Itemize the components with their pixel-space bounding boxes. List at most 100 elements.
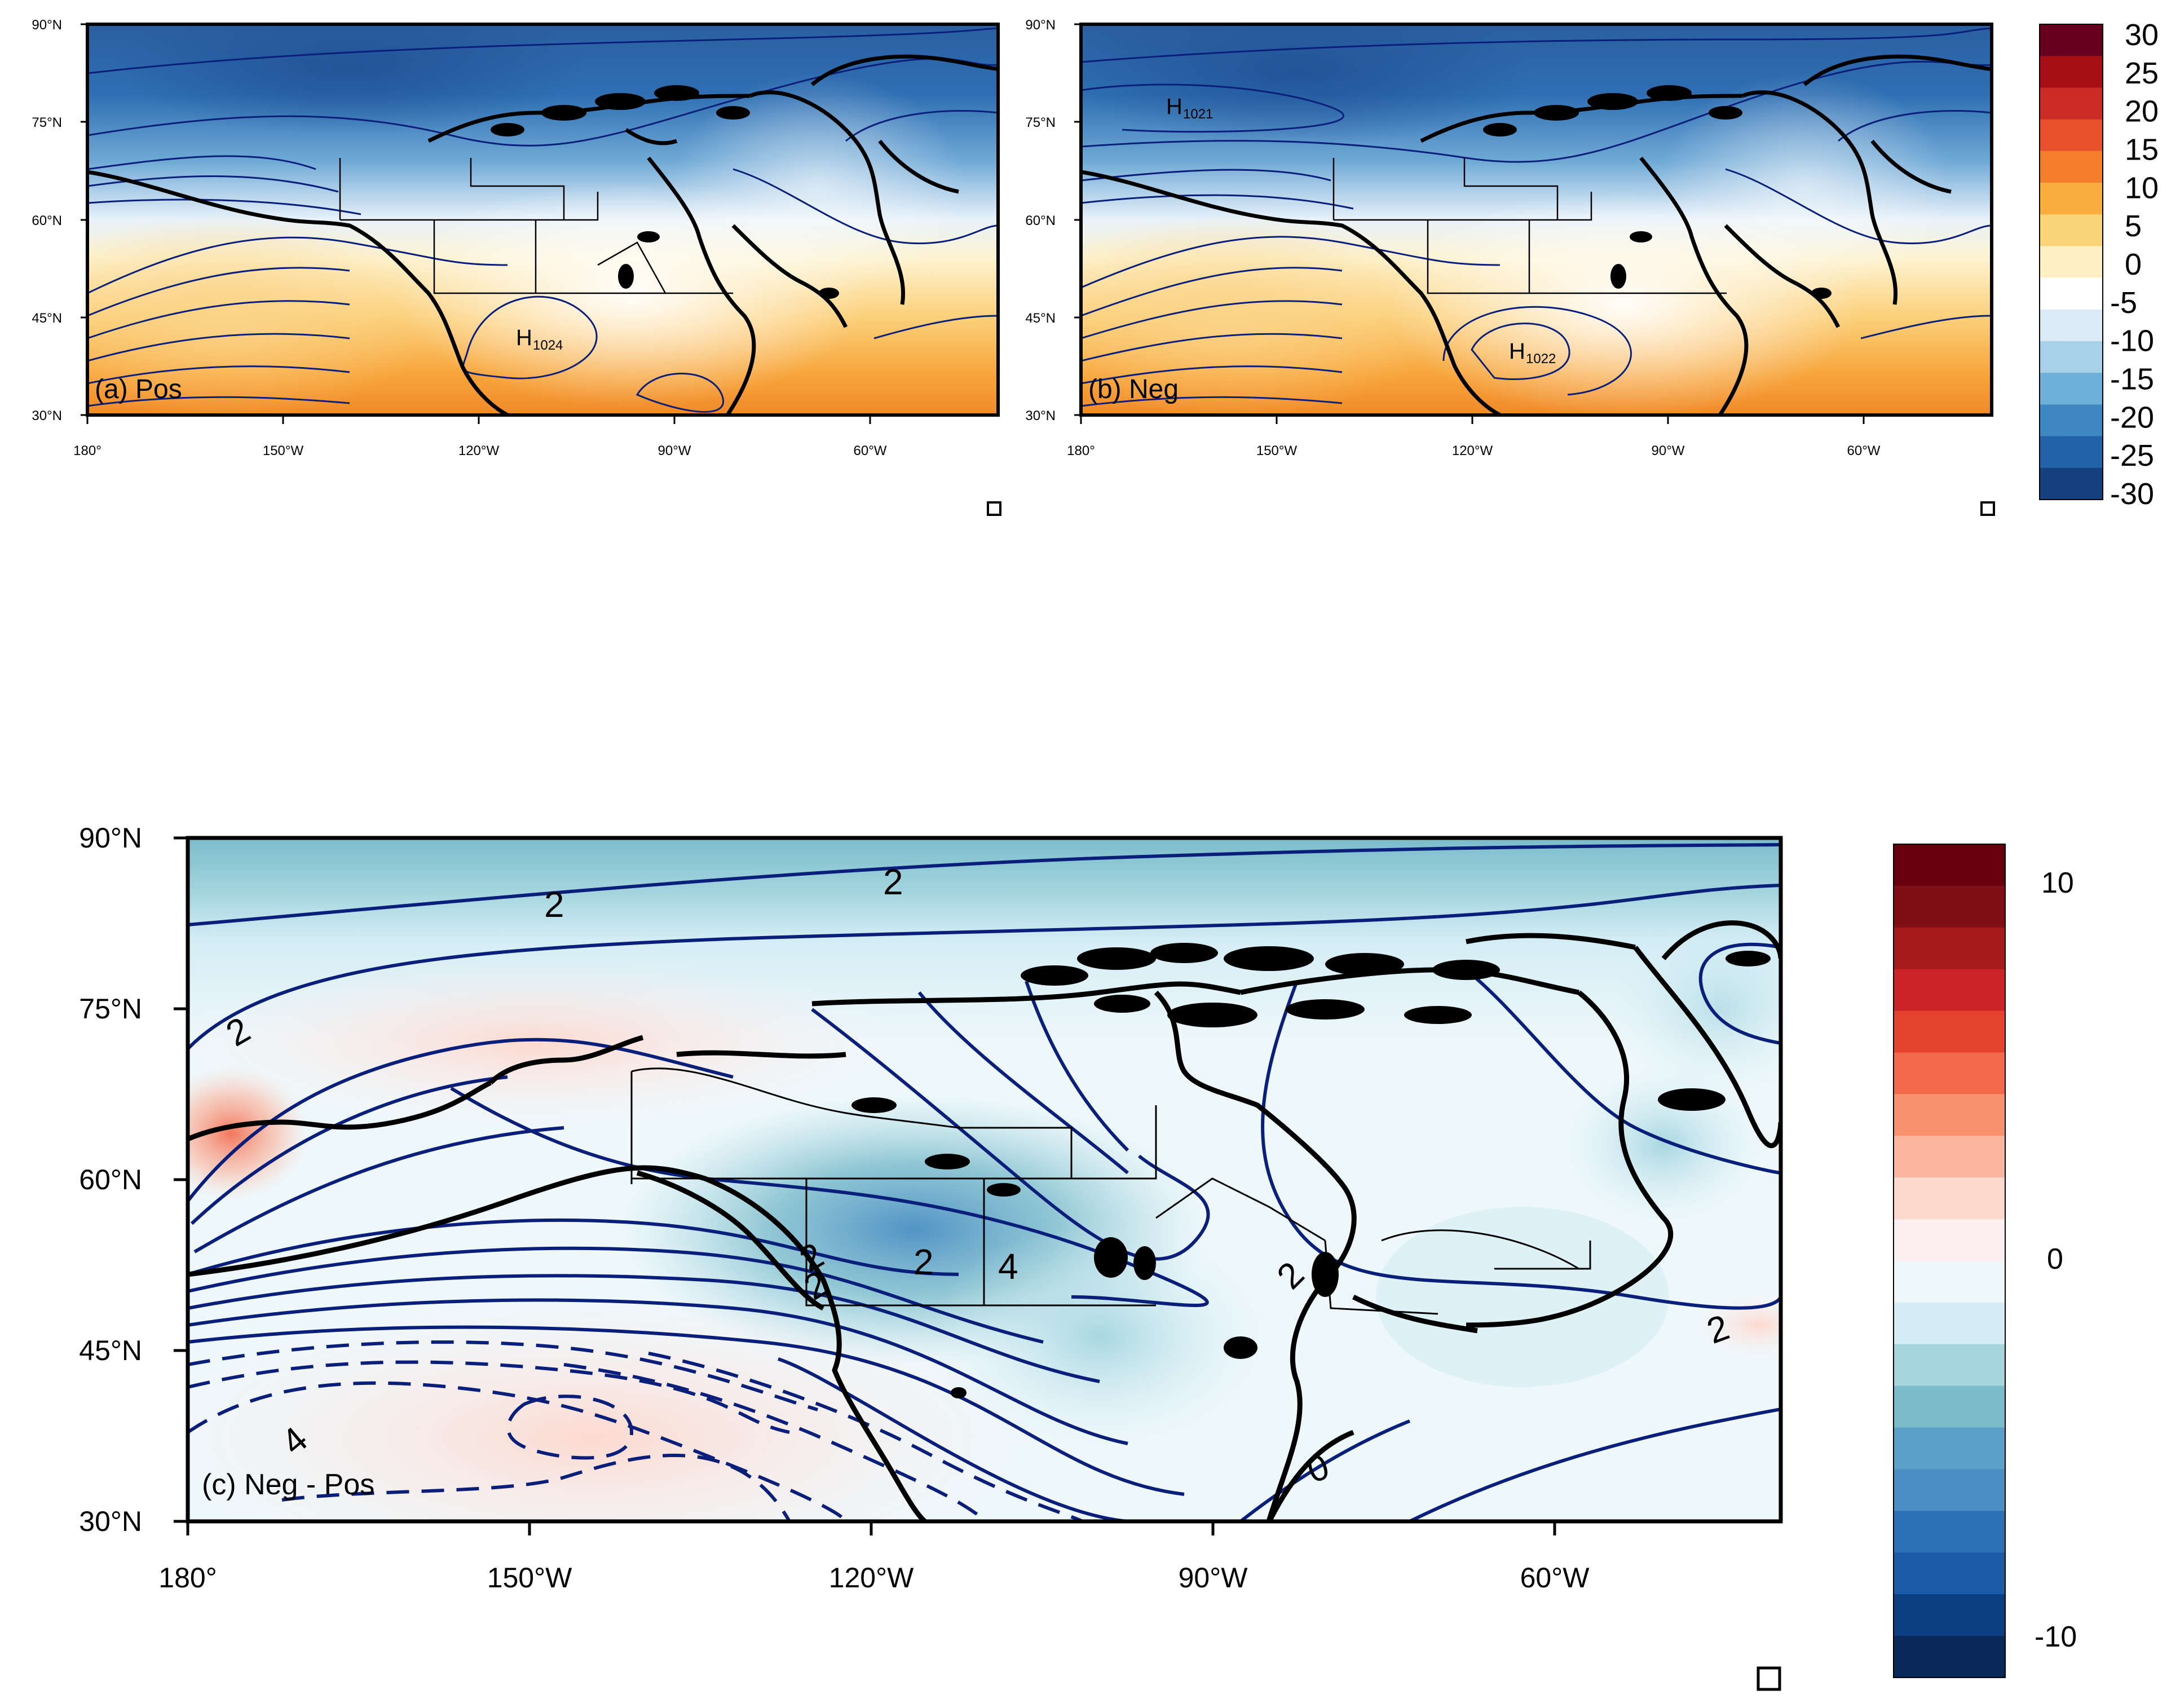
panel-a-marker-square <box>987 501 1001 516</box>
panel-a: (a) Pos H 1024 90°N 75°N 60°N 45°N 30°N … <box>32 17 1001 516</box>
panel-b-marker-square <box>1980 501 1995 516</box>
panel-b-high-label-1: H <box>1166 94 1182 119</box>
colorbar-top-swatch <box>2040 309 2103 342</box>
colorbar-top-label: -15 <box>2110 363 2154 396</box>
colorbar-bottom-swatch <box>1894 927 2005 970</box>
panel-b-high-value-1: 1021 <box>1183 107 1213 122</box>
panel-a-high-label: H <box>516 325 532 350</box>
colorbar-bottom-swatches <box>1894 844 2005 1678</box>
colorbar-bottom-label-10: 10 <box>2041 867 2074 899</box>
contour-label-2-a: 2 <box>544 884 564 925</box>
colorbar-bottom: 10 0 -10 <box>1893 844 2077 1678</box>
colorbar-bottom-swatch <box>1894 1010 2005 1053</box>
colorbar-top-label: 15 <box>2125 133 2159 167</box>
panel-b-lon-180: 180° <box>1067 443 1095 458</box>
panel-b-high-value-2: 1022 <box>1526 351 1556 367</box>
colorbar-top-swatch <box>2040 467 2103 500</box>
panel-b-label: (b) Neg <box>1088 374 1179 404</box>
panel-b-islands <box>1483 85 1832 299</box>
colorbar-bottom-label-neg10: -10 <box>2035 1621 2077 1653</box>
panel-a-lon-labels: 180° 150°W 120°W 90°W 60°W <box>73 443 887 458</box>
colorbar-top-swatch <box>2040 24 2103 56</box>
colorbar-top-swatch <box>2040 214 2103 246</box>
colorbar-bottom-frame <box>1893 844 2006 1678</box>
colorbar-top-swatch <box>2040 246 2103 279</box>
panel-b-isobars <box>1081 27 1992 407</box>
colorbar-top: 30 25 20 15 10 5 0 -5 -10 -15 -20 -25 -30 <box>2039 18 2159 511</box>
colorbar-bottom-label-0: 0 <box>2047 1243 2063 1276</box>
colorbar-top-swatches <box>2040 24 2103 500</box>
panel-b-lon-120w: 120°W <box>1452 443 1493 458</box>
panel-c-contours <box>188 843 1781 1521</box>
panel-b-lat-labels: 90°N 75°N 60°N 45°N 30°N <box>1025 17 1056 423</box>
colorbar-top-label: -5 <box>2110 286 2137 320</box>
colorbar-bottom-swatch <box>1894 885 2005 928</box>
colorbar-bottom-swatch <box>1894 1261 2005 1303</box>
colorbar-bottom-swatch <box>1894 1427 2005 1469</box>
panel-b-lat-90: 90°N <box>1025 17 1056 33</box>
panel-b-lat-45: 45°N <box>1025 311 1056 326</box>
colorbar-top-label: -30 <box>2110 477 2154 511</box>
colorbar-bottom-swatch <box>1894 1052 2005 1094</box>
panel-c-lon-180: 180° <box>158 1562 217 1594</box>
panel-b-ticks <box>1074 23 1865 424</box>
colorbar-bottom-swatch <box>1894 1385 2005 1428</box>
colorbar-bottom-swatch <box>1894 1219 2005 1261</box>
panel-a-ticks <box>81 23 871 424</box>
panel-a-lon-60w: 60°W <box>854 443 887 458</box>
panel-c: 2 2 2 2 2 4 2 2 0 2 4 (c) Neg - Pos <box>79 822 1783 1691</box>
panel-c-lon-60w: 60°W <box>1520 1562 1590 1594</box>
panel-b-lat-75: 75°N <box>1025 115 1056 130</box>
panel-c-borders <box>630 1067 1591 1315</box>
colorbar-bottom-swatch <box>1894 1636 2005 1678</box>
colorbar-bottom-swatch <box>1894 969 2005 1012</box>
colorbar-top-label: 10 <box>2125 171 2159 205</box>
panel-a-lat-45: 45°N <box>32 311 62 326</box>
colorbar-bottom-swatch <box>1894 1177 2005 1220</box>
panel-a-lat-75: 75°N <box>32 115 62 130</box>
colorbar-top-label: 30 <box>2125 18 2159 52</box>
panel-c-lat-labels: 90°N 75°N 60°N 45°N 30°N <box>79 822 142 1537</box>
colorbar-bottom-labels: 10 0 -10 <box>2035 867 2077 1653</box>
panel-a-lat-60: 60°N <box>32 213 62 228</box>
panel-c-ticks <box>174 836 1556 1535</box>
panel-a-isobars <box>87 27 998 413</box>
contour-label-2-e: 2 <box>914 1242 934 1282</box>
panel-a-lon-180: 180° <box>73 443 102 458</box>
panel-c-islands <box>851 943 1771 1398</box>
panel-a-lon-120w: 120°W <box>458 443 500 458</box>
panel-b-coast <box>1081 54 1992 415</box>
panel-c-lon-labels: 180° 150°W 120°W 90°W 60°W <box>158 1562 1590 1594</box>
panel-c-lon-150w: 150°W <box>487 1562 572 1594</box>
panel-c-lon-120w: 120°W <box>829 1562 914 1594</box>
colorbar-top-labels: 30 25 20 15 10 5 0 -5 -10 -15 -20 -25 -30 <box>2110 18 2159 511</box>
panel-b: (b) Neg H 1021 H 1022 90°N 75°N 60°N 45°… <box>1025 17 1995 516</box>
panel-c-lat-75: 75°N <box>79 993 142 1025</box>
panel-a-high-value: 1024 <box>533 338 563 353</box>
panel-b-lon-150w: 150°W <box>1256 443 1298 458</box>
panel-b-borders <box>1332 158 1727 294</box>
contour-label-2-b: 2 <box>883 862 903 902</box>
panel-b-lat-30: 30°N <box>1025 408 1056 423</box>
panel-a-label: (a) Pos <box>95 374 182 404</box>
colorbar-top-frame <box>2039 24 2103 500</box>
colorbar-bottom-swatch <box>1894 1511 2005 1553</box>
colorbar-bottom-swatch <box>1894 1302 2005 1345</box>
colorbar-top-label: -10 <box>2110 324 2154 358</box>
panel-c-lat-60: 60°N <box>79 1164 142 1195</box>
panel-b-lon-60w: 60°W <box>1847 443 1881 458</box>
panel-a-lon-90w: 90°W <box>658 443 691 458</box>
panel-c-marker-square <box>1757 1666 1781 1691</box>
colorbar-top-swatch <box>2040 87 2103 120</box>
panel-b-lat-60: 60°N <box>1025 213 1056 228</box>
panel-b-lon-labels: 180° 150°W 120°W 90°W 60°W <box>1067 443 1881 458</box>
colorbar-top-label: 25 <box>2125 56 2159 90</box>
colorbar-top-swatch <box>2040 373 2103 405</box>
colorbar-top-label: 20 <box>2125 95 2159 129</box>
panel-a-lat-labels: 90°N 75°N 60°N 45°N 30°N <box>32 17 62 423</box>
colorbar-top-swatch <box>2040 436 2103 469</box>
panel-a-borders <box>339 158 733 294</box>
panel-c-lat-90: 90°N <box>79 822 142 854</box>
colorbar-top-swatch <box>2040 404 2103 437</box>
